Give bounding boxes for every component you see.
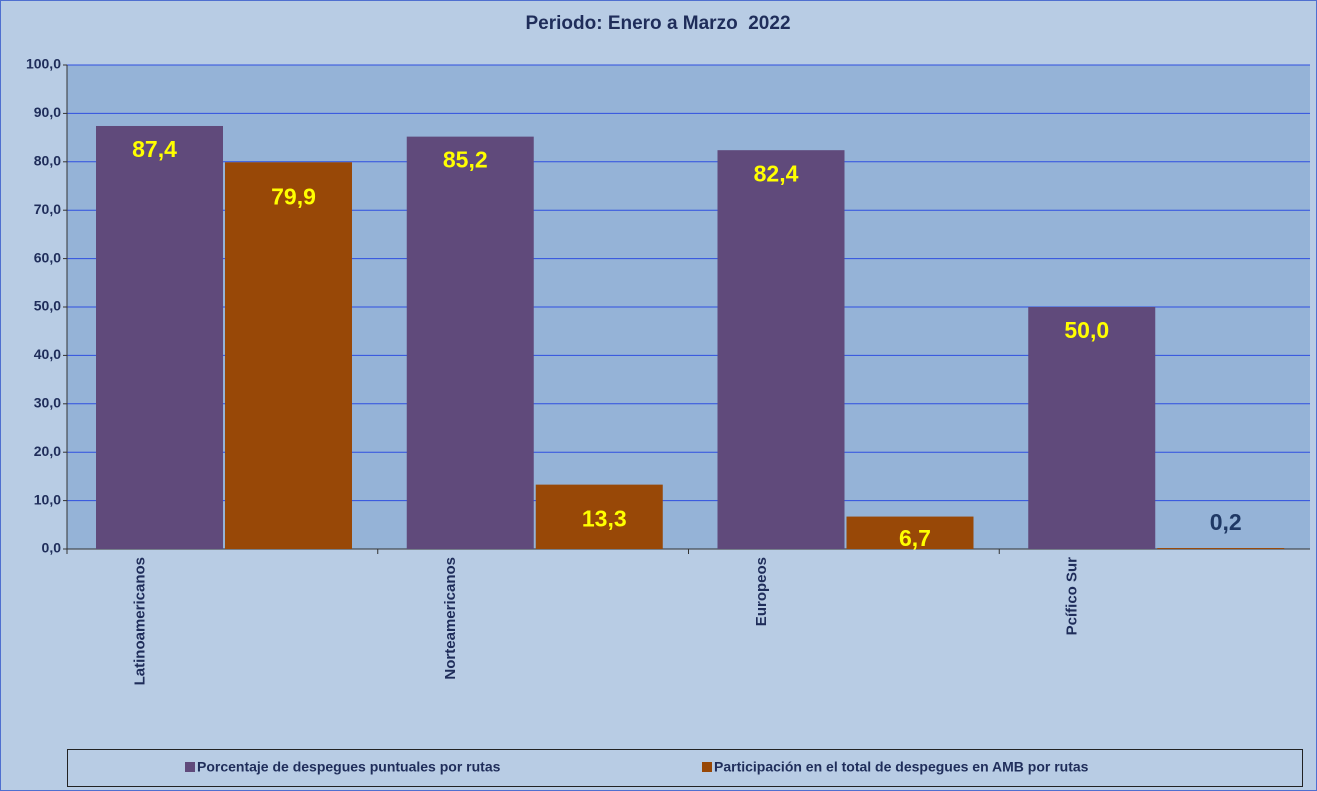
data-label: 79,9 (271, 183, 316, 209)
y-tick-label: 30,0 (34, 395, 61, 411)
bar (96, 125, 223, 549)
y-tick-label: 50,0 (34, 298, 61, 314)
bar (225, 162, 352, 549)
chart-title: Periodo: Enero a Marzo 2022 (525, 13, 790, 34)
data-label: 6,7 (899, 525, 931, 551)
data-label: 50,0 (1064, 317, 1109, 343)
x-tick-label: Norteamericanos (442, 557, 459, 680)
legend-swatch (702, 762, 712, 772)
y-tick-label: 60,0 (34, 249, 61, 265)
legend-label: Participación en el total de despegues e… (714, 759, 1089, 775)
x-tick-label: Europeos (753, 557, 770, 626)
bar (846, 516, 974, 549)
y-tick-label: 100,0 (26, 56, 61, 72)
y-tick-label: 20,0 (34, 443, 61, 459)
x-tick-label: Latinoamericanos (131, 557, 148, 685)
data-label: 87,4 (132, 136, 177, 162)
y-tick-label: 90,0 (34, 104, 61, 120)
y-tick-label: 80,0 (34, 153, 61, 169)
y-tick-label: 70,0 (34, 201, 61, 217)
bar (1157, 548, 1285, 549)
y-tick-label: 10,0 (34, 491, 61, 507)
y-tick-label: 0,0 (42, 540, 62, 556)
x-tick-label: Pcífico Sur (1064, 557, 1081, 636)
data-label: 85,2 (443, 147, 488, 173)
data-label: 82,4 (754, 160, 799, 186)
data-label: 13,3 (582, 506, 627, 532)
legend-swatch (185, 762, 195, 772)
bar (535, 484, 663, 549)
bar (717, 150, 845, 549)
data-label: 0,2 (1210, 509, 1242, 535)
y-tick-label: 40,0 (34, 346, 61, 362)
bar (1028, 307, 1156, 549)
legend-label: Porcentaje de despegues puntuales por ru… (197, 759, 501, 775)
legend (67, 749, 1303, 787)
bar (406, 136, 534, 549)
